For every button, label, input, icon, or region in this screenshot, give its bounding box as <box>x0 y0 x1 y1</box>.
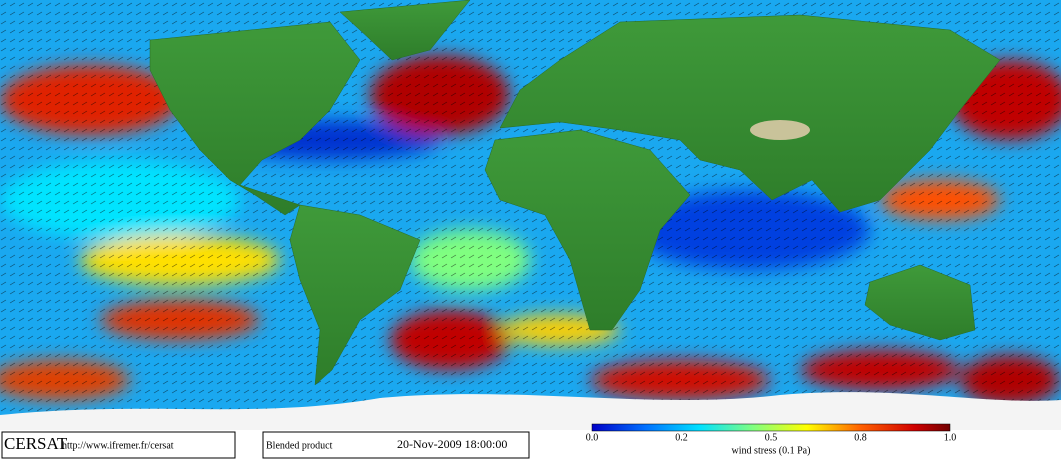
product: Blended product <box>266 440 333 451</box>
colorbar-tick-label: 1.0 <box>944 432 957 443</box>
logo-box <box>1 431 236 459</box>
timestamp: 20-Nov-2009 18:00:00 <box>397 437 507 451</box>
colorbar-tick-label: 0.2 <box>675 432 688 443</box>
product-box <box>262 431 530 459</box>
colorbar-tick-label: 0.0 <box>586 432 599 443</box>
colorbar <box>591 423 951 432</box>
colorbar-ticks: 0.0 0.2 0.5 0.8 1.0 <box>586 432 957 443</box>
url: http://www.ifremer.fr/cersat <box>62 440 174 451</box>
land <box>149 0 1001 386</box>
colorbar-tick-label: 0.8 <box>854 432 867 443</box>
logo: CERSAT <box>4 434 68 453</box>
colorbar-tick-label: 0.5 <box>765 432 778 443</box>
colorbar-label: wind stress (0.1 Pa) <box>732 445 811 456</box>
antarctica <box>0 392 1061 430</box>
